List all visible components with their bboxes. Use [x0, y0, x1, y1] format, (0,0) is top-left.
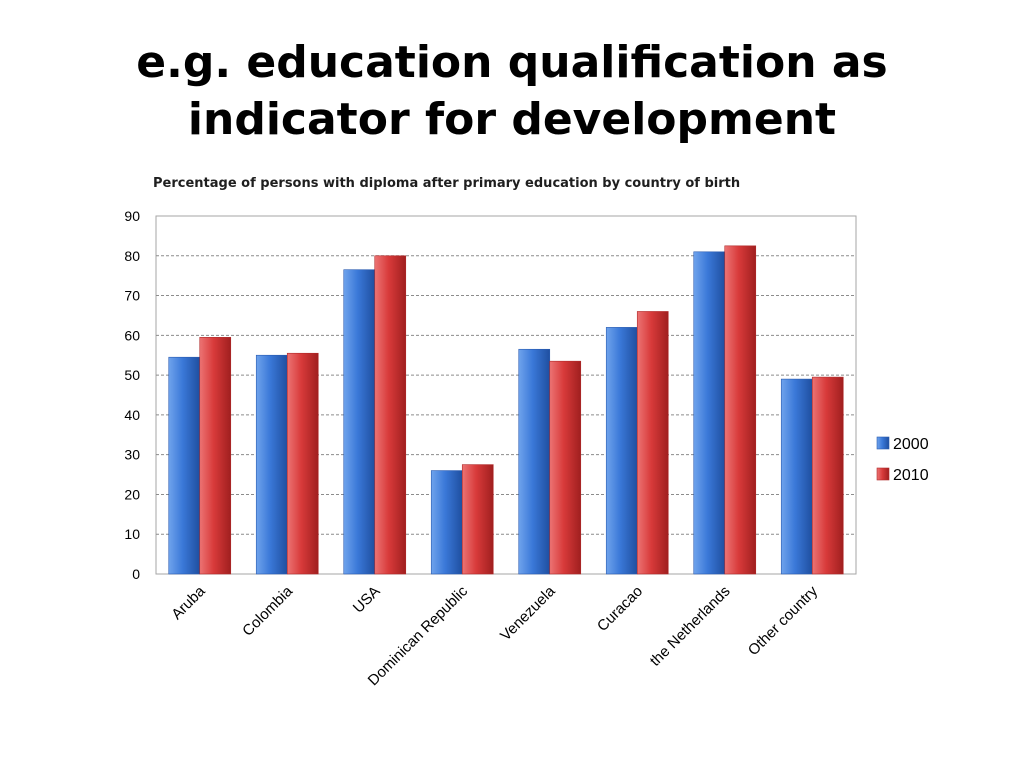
- legend-swatch-2000: [876, 436, 890, 450]
- bar-2000-venezuela: [518, 348, 551, 575]
- legend-label-2010: 2010: [893, 467, 929, 484]
- chart-title: Percentage of persons with diploma after…: [153, 176, 740, 191]
- bar-2000-other-country: [780, 378, 813, 575]
- bar-2010-the-netherlands: [724, 245, 757, 575]
- y-tick-label: 10: [124, 526, 140, 542]
- slide-title-line-1: e.g. education qualification as: [136, 37, 888, 88]
- bar-2010-colombia: [286, 352, 319, 575]
- slide-title: e.g. education qualification as indicato…: [0, 34, 1024, 148]
- bar-2010-curacao: [636, 311, 669, 575]
- bar-2000-dominican-republic: [430, 470, 463, 575]
- bar-2000-aruba: [168, 356, 201, 575]
- y-tick-label: 60: [124, 327, 140, 343]
- bar-2010-dominican-republic: [461, 464, 494, 575]
- bar-2010-other-country: [811, 376, 844, 575]
- y-tick-label: 0: [132, 566, 140, 582]
- y-tick-label: 90: [124, 208, 140, 224]
- x-category-label: the Netherlands: [647, 583, 734, 670]
- bar-2010-usa: [374, 255, 407, 575]
- y-tick-label: 50: [124, 367, 140, 383]
- bar-2000-curacao: [605, 327, 638, 575]
- x-category-label: Venezuela: [497, 582, 559, 644]
- x-category-label: Other country: [745, 582, 822, 659]
- bars: [168, 245, 844, 575]
- x-category-label: Colombia: [239, 582, 296, 639]
- x-category-label: Curacao: [594, 583, 646, 635]
- bar-2010-aruba: [199, 337, 232, 575]
- x-category-label: Aruba: [168, 582, 209, 623]
- y-tick-label: 40: [124, 407, 140, 423]
- y-tick-label: 30: [124, 447, 140, 463]
- slide-title-line-2: indicator for development: [187, 94, 837, 145]
- legend: 2000 2010: [876, 436, 929, 484]
- y-tick-label: 80: [124, 248, 140, 264]
- legend-label-2000: 2000: [893, 436, 929, 453]
- bar-2000-colombia: [255, 354, 288, 575]
- y-axis-ticks: 0 10 20 30 40 50 60 70 80 90: [124, 208, 140, 582]
- bar-2010-venezuela: [549, 360, 582, 575]
- y-tick-label: 70: [124, 288, 140, 304]
- x-category-label: USA: [350, 583, 384, 617]
- legend-swatch-2010: [876, 467, 890, 481]
- y-tick-label: 20: [124, 486, 140, 502]
- bar-2000-usa: [343, 269, 376, 575]
- x-category-label: Dominican Republic: [365, 582, 472, 689]
- bar-2000-the-netherlands: [693, 251, 726, 575]
